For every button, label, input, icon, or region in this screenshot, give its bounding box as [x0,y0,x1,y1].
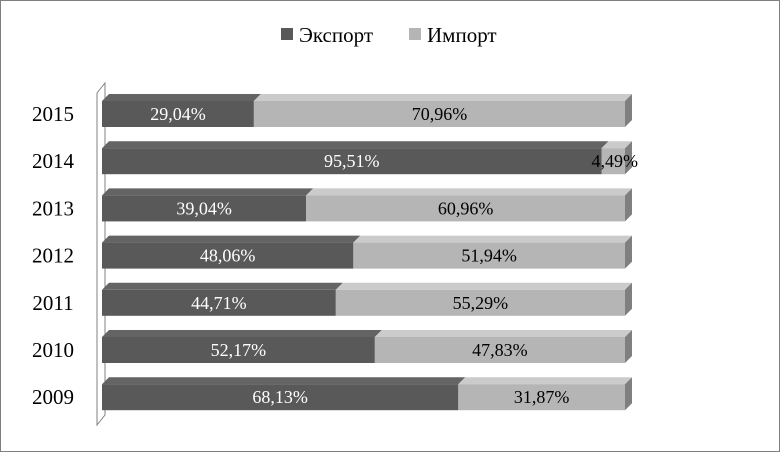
data-label: 68,13% [252,387,308,407]
bar-top-face [102,94,261,101]
bar-segment [102,188,314,222]
category-labels: 2015 2014 2013 2012 2011 2010 2009 [32,102,75,409]
bar-top-face [102,330,382,337]
bar-side-face [625,330,632,363]
bar-side-face [625,141,632,175]
bar-side-face [625,235,632,269]
bar-segment [353,235,632,269]
data-label: 29,04% [150,104,206,124]
bar-side-face [625,377,632,411]
legend: Экспорт Импорт [281,23,497,47]
bar-segment [102,141,609,175]
category-label: 2012 [32,244,74,268]
data-label: 95,51% [324,151,380,171]
category-label: 2013 [32,196,74,220]
category-label: 2011 [32,291,73,315]
bar-segment [253,94,632,127]
bar-top-face [102,377,466,385]
bar-segment [102,94,261,127]
data-label: 47,83% [472,340,528,360]
bar-segment [458,377,632,411]
bar-side-face [625,94,632,127]
data-label: 55,29% [453,293,509,313]
data-label: 51,94% [461,246,517,266]
data-label: 48,06% [200,246,256,266]
bar [458,384,625,411]
legend-swatch-export [281,28,293,40]
bar-segment [102,235,361,269]
bar [102,337,375,363]
bar [102,148,602,175]
bar-top-face [253,94,632,101]
category-label: 2009 [32,385,74,409]
bar [353,242,625,269]
bar-top-face [102,141,609,149]
category-label: 2015 [32,102,74,126]
bars: 29,04% 70,96% 95,51% 4,49% 39,04% 60,96% 48,06… [102,94,639,411]
legend-swatch-import [409,28,421,40]
bar [253,101,625,127]
data-label: 70,96% [412,104,468,124]
bar-segment [306,188,632,222]
bar [102,384,459,411]
data-label: 60,96% [438,198,494,218]
bar-segment [102,330,382,363]
data-label: 4,49% [592,151,639,171]
bar-side-face [625,188,632,222]
bar [102,195,307,222]
bar-top-face [353,235,632,243]
bar [102,101,254,127]
bar-top-face [102,282,343,290]
bar [374,337,625,363]
bar [102,289,336,316]
bar [335,289,625,316]
data-label: 44,71% [191,293,247,313]
bar-top-face [335,282,632,290]
category-label: 2014 [32,149,75,173]
bar-segment [601,141,632,175]
bar-top-face [458,377,632,385]
data-label: 52,17% [211,340,267,360]
bar-top-face [102,235,361,243]
bar-segment [374,330,632,363]
bar-top-face [306,188,632,196]
bar-segment [102,377,466,411]
bar-top-face [102,188,314,196]
bar-side-face [625,282,632,316]
bar-segment [102,282,343,316]
bar [601,148,625,175]
data-label: 31,87% [514,387,570,407]
bar-top-face [374,330,632,337]
bar-top-face [601,141,632,149]
bar [102,242,354,269]
data-label: 39,04% [176,198,232,218]
category-label: 2010 [32,338,74,362]
legend-label-export: Экспорт [299,23,373,47]
legend-label-import: Импорт [427,23,497,47]
bar [306,195,625,222]
bar-segment [335,282,632,316]
